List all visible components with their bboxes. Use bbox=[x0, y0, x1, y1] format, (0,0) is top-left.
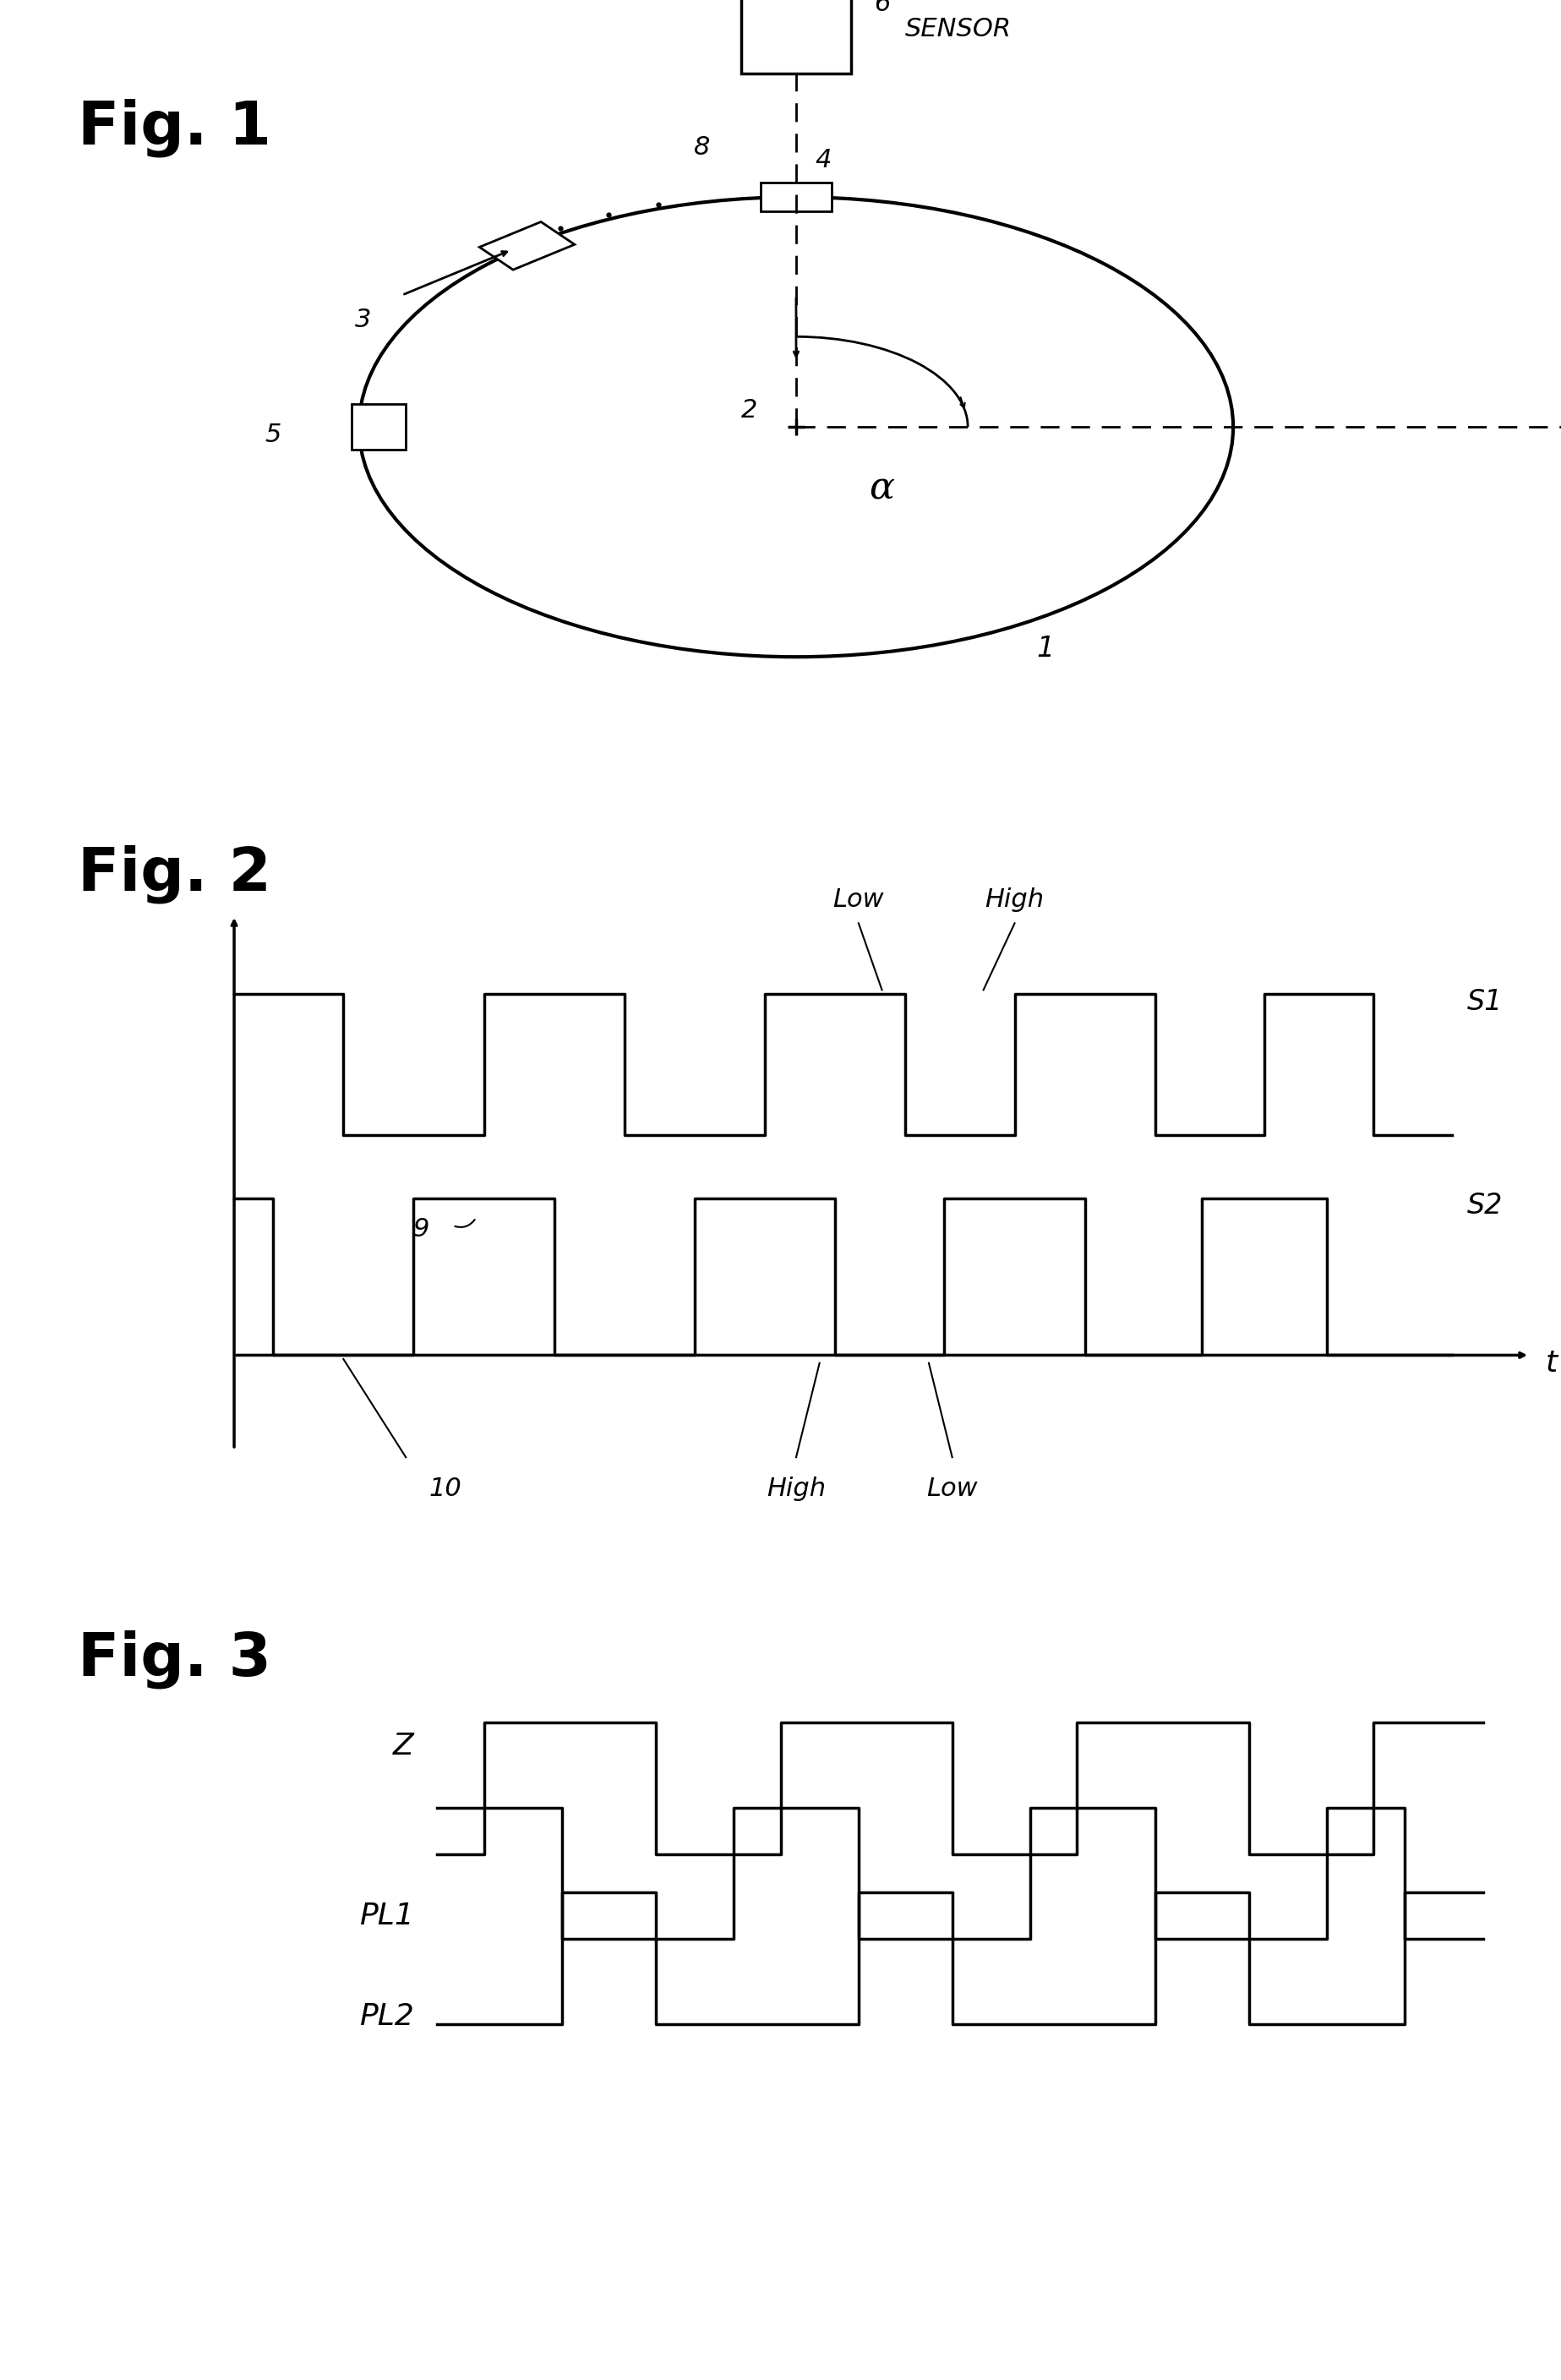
Text: 4: 4 bbox=[815, 148, 830, 171]
Bar bbox=[762, 183, 832, 212]
Text: 9: 9 bbox=[414, 1216, 429, 1242]
Bar bbox=[351, 405, 406, 450]
Text: t: t bbox=[1545, 1349, 1558, 1378]
Text: Low: Low bbox=[834, 888, 884, 912]
Text: α: α bbox=[869, 471, 894, 507]
Text: 8: 8 bbox=[695, 136, 710, 159]
Text: S2: S2 bbox=[1467, 1192, 1503, 1221]
Text: High: High bbox=[985, 888, 1044, 912]
Bar bbox=[479, 221, 574, 269]
Text: PL1: PL1 bbox=[359, 1902, 414, 1930]
Text: PL2: PL2 bbox=[359, 2002, 414, 2030]
Text: 2: 2 bbox=[741, 397, 757, 424]
Text: Fig. 3: Fig. 3 bbox=[78, 1630, 272, 1687]
Text: S1: S1 bbox=[1467, 988, 1503, 1016]
Text: 10: 10 bbox=[429, 1476, 460, 1502]
Text: 5: 5 bbox=[265, 424, 281, 447]
Text: SENSOR: SENSOR bbox=[905, 17, 1012, 40]
Text: Z: Z bbox=[393, 1730, 414, 1761]
Text: Fig. 2: Fig. 2 bbox=[78, 845, 272, 904]
Bar bbox=[741, 0, 851, 74]
Text: Fig. 1: Fig. 1 bbox=[78, 98, 272, 157]
Text: 1: 1 bbox=[1037, 635, 1055, 662]
Text: 3: 3 bbox=[354, 307, 372, 331]
Text: High: High bbox=[766, 1476, 826, 1502]
Text: Low: Low bbox=[927, 1476, 977, 1502]
Text: 6: 6 bbox=[874, 0, 890, 17]
